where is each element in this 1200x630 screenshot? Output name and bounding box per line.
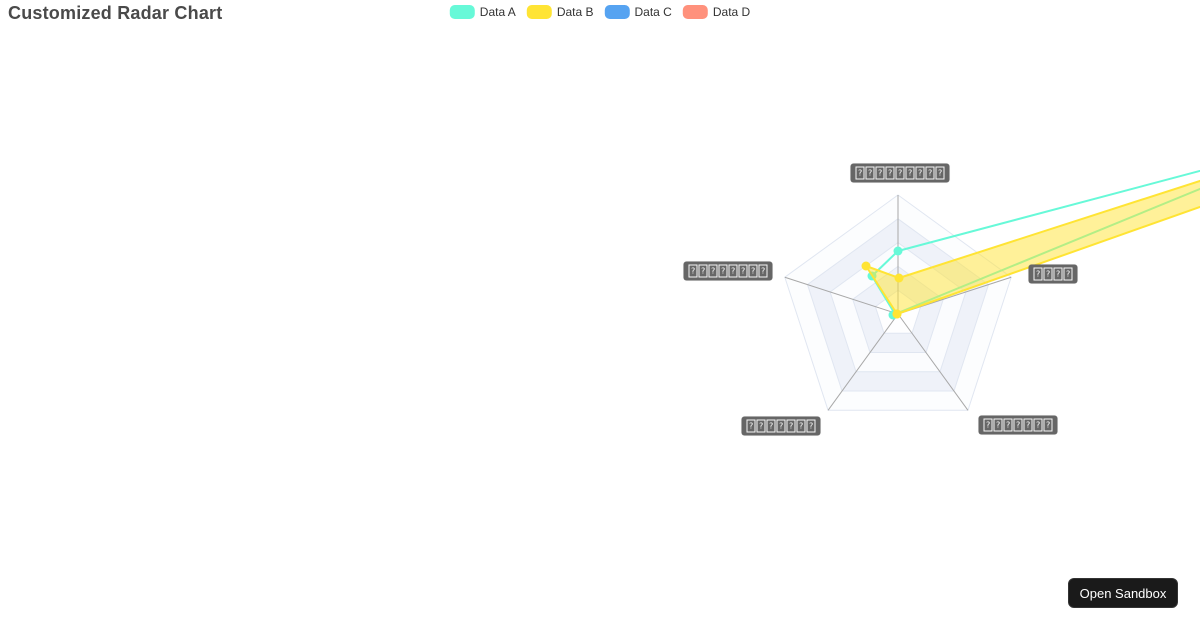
tofu-glyph: ?: [796, 419, 806, 433]
tofu-glyph: ?: [1053, 267, 1063, 281]
tofu-glyph: ?: [875, 166, 885, 180]
tofu-glyph: ?: [776, 419, 786, 433]
series-dot-data-b[interactable]: [894, 273, 904, 283]
legend: Data A Data B Data C Data D: [449, 5, 751, 19]
legend-swatch-data-d: [682, 5, 708, 19]
open-sandbox-button[interactable]: Open Sandbox: [1068, 578, 1178, 608]
tofu-glyph: ?: [708, 264, 718, 278]
axis-label-chip-1: ????: [1028, 264, 1078, 284]
tofu-glyph: ?: [905, 166, 915, 180]
tofu-glyph: ?: [1013, 418, 1023, 432]
series-dot-data-b[interactable]: [892, 309, 902, 319]
legend-item-data-b[interactable]: Data B: [526, 5, 594, 19]
legend-swatch-data-c: [604, 5, 630, 19]
tofu-glyph: ?: [983, 418, 993, 432]
tofu-glyph: ?: [993, 418, 1003, 432]
legend-item-data-a[interactable]: Data A: [449, 5, 516, 19]
tofu-glyph: ?: [766, 419, 776, 433]
tofu-glyph: ?: [738, 264, 748, 278]
tofu-glyph: ?: [806, 419, 816, 433]
legend-label: Data C: [634, 5, 672, 19]
tofu-glyph: ?: [885, 166, 895, 180]
tofu-glyph: ?: [1063, 267, 1073, 281]
tofu-glyph: ?: [1023, 418, 1033, 432]
radar-axis-spoke: [827, 313, 899, 411]
chart-title: Customized Radar Chart: [8, 3, 223, 23]
axis-label-chip-0: ?????????: [850, 163, 950, 183]
legend-item-data-d[interactable]: Data D: [682, 5, 751, 19]
legend-swatch-data-b: [526, 5, 552, 19]
axis-label-chip-2: ???????: [978, 415, 1058, 435]
tofu-glyph: ?: [748, 264, 758, 278]
tofu-glyph: ?: [935, 166, 945, 180]
tofu-glyph: ?: [728, 264, 738, 278]
tofu-glyph: ?: [895, 166, 905, 180]
tofu-glyph: ?: [855, 166, 865, 180]
tofu-glyph: ?: [915, 166, 925, 180]
axis-label-chip-3: ???????: [741, 416, 821, 436]
tofu-glyph: ?: [718, 264, 728, 278]
tofu-glyph: ?: [925, 166, 935, 180]
legend-swatch-data-a: [449, 5, 475, 19]
radar-axis-spoke: [897, 313, 969, 411]
tofu-glyph: ?: [1003, 418, 1013, 432]
series-dot-data-b[interactable]: [861, 261, 871, 271]
tofu-glyph: ?: [1033, 267, 1043, 281]
legend-label: Data B: [556, 5, 594, 19]
tofu-glyph: ?: [786, 419, 796, 433]
tofu-glyph: ?: [746, 419, 756, 433]
legend-label: Data A: [479, 5, 516, 19]
tofu-glyph: ?: [756, 419, 766, 433]
radar-axis-spoke: [784, 276, 899, 315]
legend-label: Data D: [712, 5, 751, 19]
legend-item-data-c[interactable]: Data C: [604, 5, 672, 19]
series-dot-data-a[interactable]: [893, 246, 903, 256]
tofu-glyph: ?: [688, 264, 698, 278]
tofu-glyph: ?: [1033, 418, 1043, 432]
tofu-glyph: ?: [1043, 267, 1053, 281]
tofu-glyph: ?: [758, 264, 768, 278]
tofu-glyph: ?: [865, 166, 875, 180]
tofu-glyph: ?: [1043, 418, 1053, 432]
tofu-glyph: ?: [698, 264, 708, 278]
axis-label-chip-4: ????????: [683, 261, 773, 281]
